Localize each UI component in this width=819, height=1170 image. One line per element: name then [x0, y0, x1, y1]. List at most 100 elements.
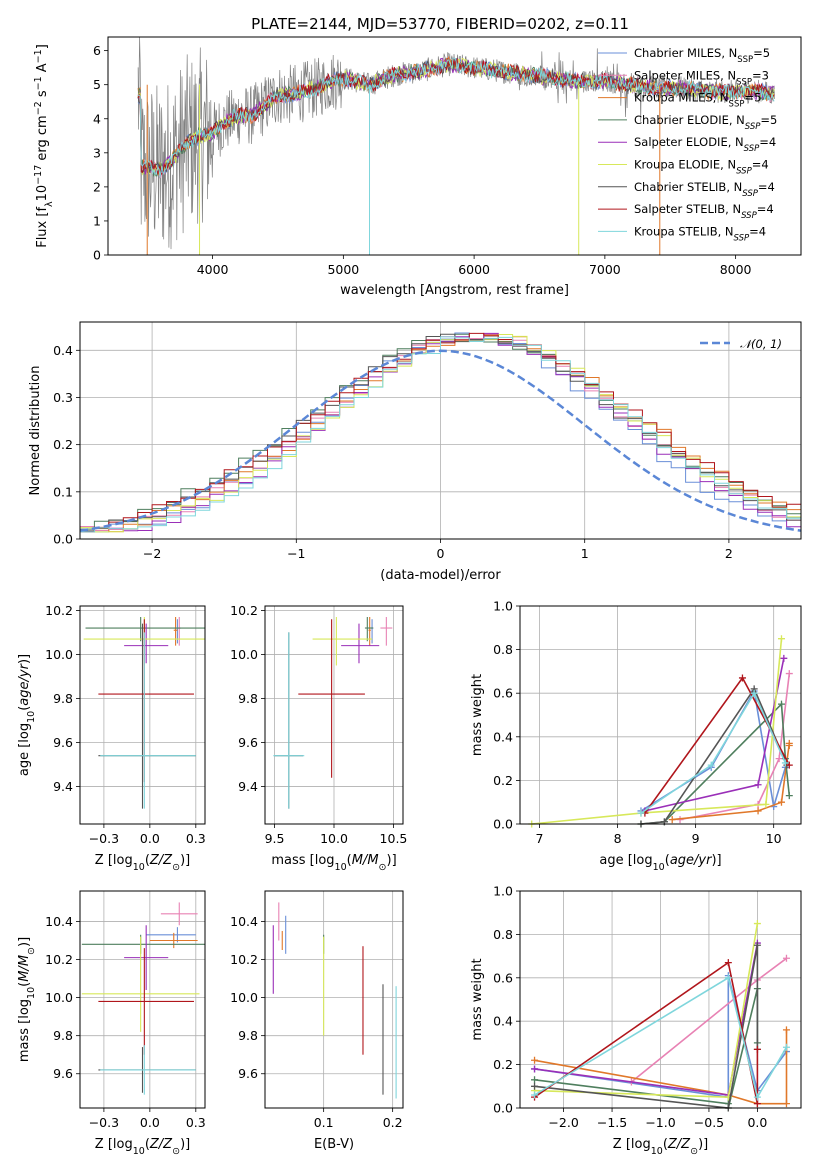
plot-frame [79, 321, 802, 540]
x-tick-label: −2 [143, 546, 161, 561]
mass-weight-vs-age-panel: 7 8 9 10 0.0 0.2 0.4 0.6 0.8 1.0 age [log10(age/yr… [470, 599, 802, 873]
y-tick-label: 0.1 [53, 484, 73, 499]
mass-weight-marker [753, 1100, 761, 1108]
y-tick-label: 9.8 [53, 1028, 73, 1043]
errorbar-point [81, 934, 205, 954]
legend-label: Chabrier ELODIE, NSSP=5 [634, 113, 777, 132]
y-tick-label: 9.8 [238, 691, 258, 706]
grid-lines [80, 891, 205, 1108]
mass-weight-line [640, 691, 787, 814]
spectrum-panel: 4000 5000 6000 7000 8000 0 1 2 3 4 5 6 wavelength [A… [33, 36, 802, 298]
grid-lines [80, 322, 801, 540]
y-tick-label: 3 [93, 145, 101, 160]
y-tick-label: 0.2 [53, 437, 73, 452]
x-tick-label: −0.5 [694, 1115, 724, 1130]
x-tick-label: 0 [437, 546, 445, 561]
errorbar-point [173, 617, 178, 646]
x-tick-label: 0.0 [747, 1115, 767, 1130]
x-tick-label: −1.0 [645, 1115, 675, 1130]
x-axis-label: E(B-V) [314, 1137, 354, 1152]
x-tick-label: 2 [725, 546, 733, 561]
mass-weight-marker [775, 755, 783, 763]
y-tick-label: 10.4 [45, 914, 73, 929]
y-tick-label: 10.2 [230, 952, 258, 967]
residual-histogram-step [80, 336, 801, 533]
errorbar-area [273, 617, 393, 809]
spectrum-plot-area [137, 37, 775, 255]
x-axis-label: Z [log10(Z/Z⊙)] [613, 1137, 708, 1157]
y-tick-label: 0.6 [493, 686, 513, 701]
mass-weight-marker [785, 761, 793, 769]
mass-weight-marker [785, 792, 793, 800]
x-tick-label: 6000 [458, 262, 490, 277]
mass-weight-marker [668, 816, 676, 824]
plot-frame [79, 890, 206, 1109]
x-tick-label: −1.5 [597, 1115, 627, 1130]
y-tick-label: 9.6 [238, 1066, 258, 1081]
age-vs-mass-panel: 9.5 10.0 10.5 9.4 9.6 9.8 10.0 10.2 mass [log10(… [230, 603, 407, 873]
mass-weight-line [534, 945, 759, 1109]
y-tick-label: 10.2 [45, 603, 73, 618]
mass-vs-metallicity-panel: −0.3 0.0 0.3 9.6 9.8 10.0 10.2 10.4 Z [log10(Z/Z… [17, 890, 206, 1157]
y-axis-label: mass [log10(M/M⊙)] [17, 937, 37, 1062]
x-tick-label: 10.0 [320, 831, 348, 846]
errorbar-point [124, 623, 169, 664]
y-tick-label: 0.4 [493, 729, 513, 744]
mass-weight-marker [777, 635, 785, 643]
y-tick-label: 0.8 [493, 642, 513, 657]
errorbar-area [272, 902, 397, 1099]
x-tick-label: 0.3 [186, 831, 206, 846]
y-tick-label: 0.6 [493, 970, 513, 985]
x-tick-label: 10 [766, 831, 782, 846]
x-axis-label: Z [log10(Z/Z⊙)] [95, 1137, 190, 1157]
mass-weight-marker [531, 1082, 539, 1090]
y-axis-label: mass weight [470, 674, 485, 756]
x-tick-label: −2.0 [548, 1115, 578, 1130]
legend-label: Kroupa STELIB, NSSP=4 [634, 224, 766, 243]
errorbar-point [85, 617, 205, 642]
age-vs-metallicity-panel: −0.3 0.0 0.3 9.4 9.6 9.8 10.0 10.2 Z [log10(Z/Z⊙… [17, 603, 206, 873]
y-tick-label: 0.8 [493, 927, 513, 942]
x-axis-label: Z [log10(Z/Z⊙)] [95, 853, 190, 873]
mass-weight-marker [777, 798, 785, 806]
y-axis-label: mass weight [470, 958, 485, 1040]
mass-weight-marker [785, 670, 793, 678]
errorbar-point [100, 1045, 196, 1095]
plot-frame [519, 605, 802, 825]
mass-weight-marker [637, 809, 645, 817]
legend-label: Kroupa ELODIE, NSSP=4 [634, 158, 769, 177]
mass-weight-marker [753, 1045, 761, 1053]
legend-label: Chabrier MILES, NSSP=5 [634, 46, 770, 65]
y-tick-label: 0.4 [493, 1014, 513, 1029]
mass-weight-marker [753, 920, 761, 928]
mass-weight-marker [750, 689, 758, 697]
x-tick-label: 8000 [720, 262, 752, 277]
errorbar-point [273, 632, 305, 809]
mass-weight-marker [762, 800, 770, 808]
mass-weight-line [644, 658, 785, 812]
legend-label: Kroupa MILES, NSSP=5 [634, 91, 761, 110]
x-axis-label: age [log10(age/yr)] [599, 853, 721, 873]
x-tick-label: −0.3 [89, 1115, 119, 1130]
x-tick-label: −1 [287, 546, 305, 561]
errorbar-point [146, 927, 196, 943]
errorbar-area [83, 617, 205, 809]
histogram-area [80, 332, 801, 533]
y-tick-label: 9.6 [53, 1066, 73, 1081]
x-tick-label: 10.5 [380, 831, 408, 846]
mass-weight-marker [781, 759, 789, 767]
mass-weight-marker [782, 1100, 790, 1108]
y-tick-label: 0 [93, 248, 101, 263]
errorbar-point [368, 617, 371, 646]
y-tick-label: 9.8 [238, 1028, 258, 1043]
mass-weight-marker [531, 1091, 539, 1099]
mass-weight-marker [707, 761, 715, 769]
y-tick-label: 0.0 [53, 532, 73, 547]
y-tick-label: 9.6 [53, 735, 73, 750]
x-tick-label: 9 [692, 831, 700, 846]
spectrum-x-axis-label: wavelength [Angstrom, rest frame] [340, 283, 569, 298]
y-axis-label: age [log10(age/yr)] [17, 654, 37, 776]
mass-weight-line [534, 976, 788, 1100]
mass-weight-marker [777, 700, 785, 708]
